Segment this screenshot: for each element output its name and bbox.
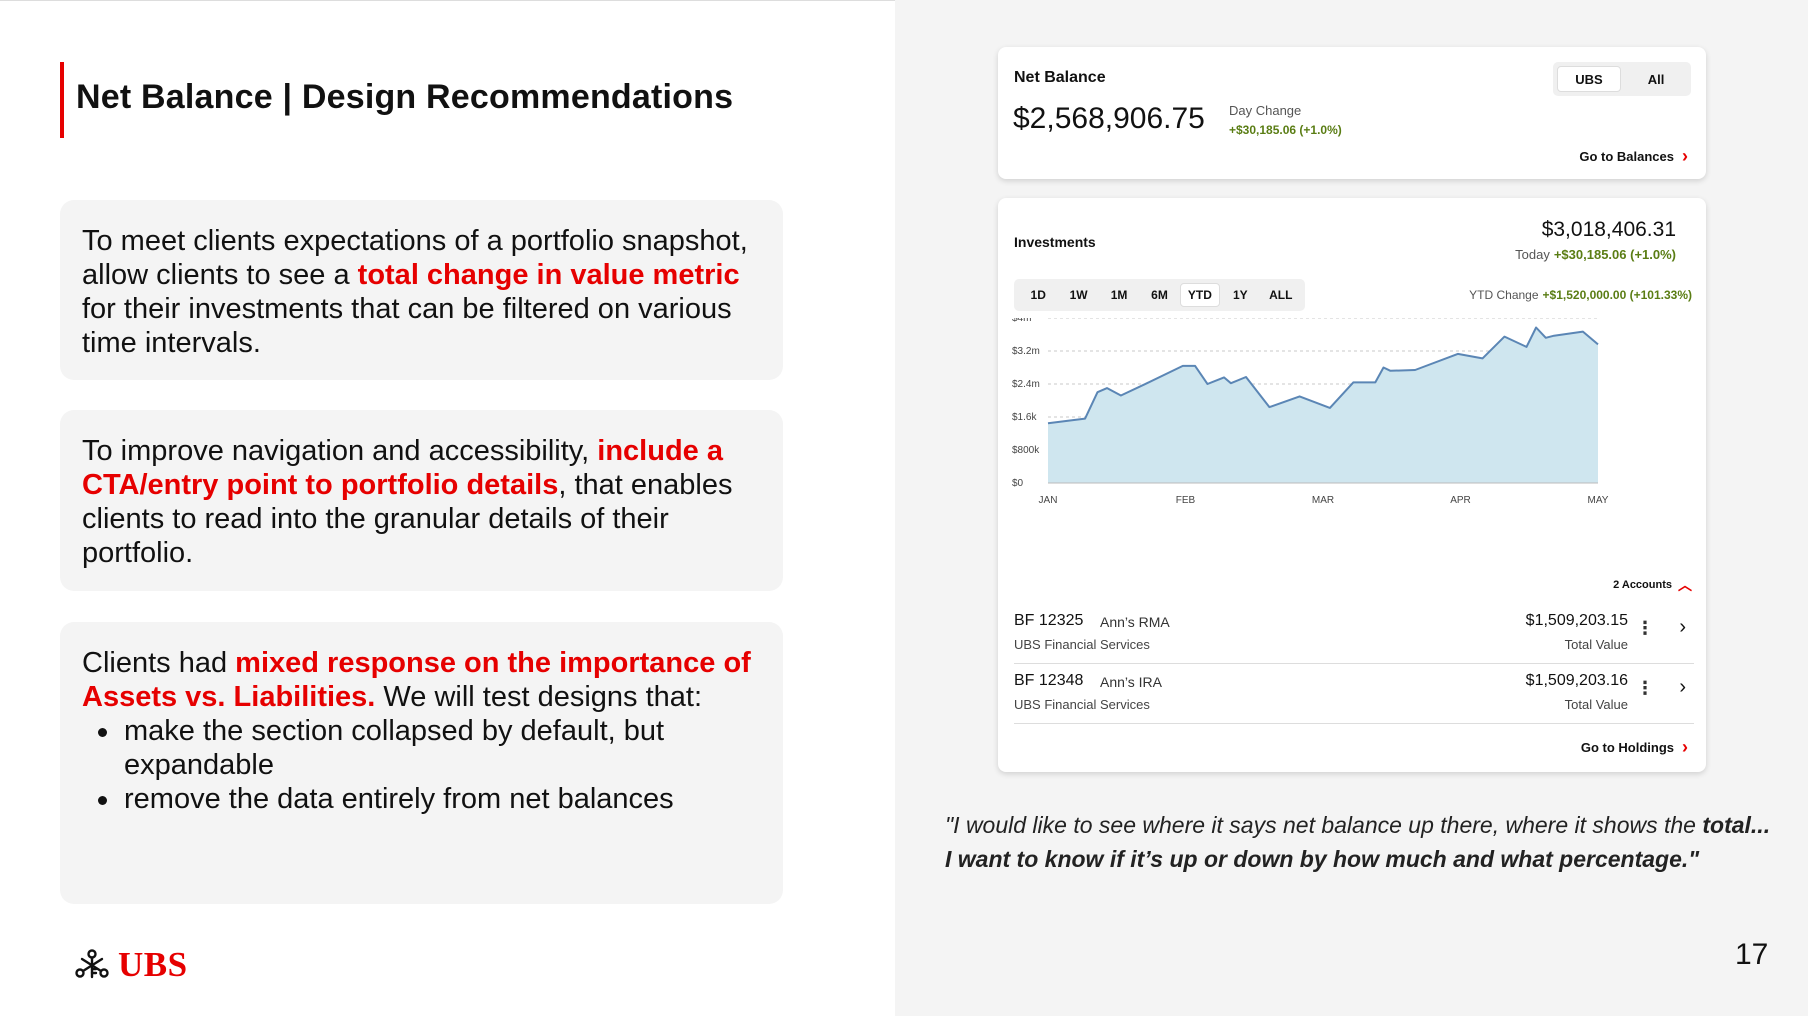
x-tick-label: APR (1450, 495, 1471, 506)
account-firm: UBS Financial Services (1014, 697, 1150, 712)
net-balance-amount: $2,568,906.75 (1013, 102, 1205, 135)
quote-emphasis: total... I want to know if it’s up or do… (945, 812, 1771, 872)
today-change: +$30,185.06 (+1.0%) (1553, 247, 1676, 262)
chevron-right-icon[interactable]: › (1679, 616, 1686, 638)
recommendation-card-3: Clients had mixed response on the import… (60, 622, 783, 904)
y-tick-label: $1.6k (1012, 412, 1037, 423)
range-ytd[interactable]: YTD (1179, 283, 1221, 307)
investments-title: Investments (1014, 234, 1096, 250)
account-id: BF 12348 (1014, 672, 1084, 689)
chevron-right-icon: › (1682, 737, 1688, 757)
y-tick-label: $2.4m (1012, 379, 1040, 390)
account-row[interactable]: BF 12348 Ann’s IRA UBS Financial Service… (1014, 666, 1694, 724)
account-name: Ann’s RMA (1100, 614, 1170, 630)
more-options-icon[interactable]: ⋮ (1636, 618, 1654, 638)
account-firm: UBS Financial Services (1014, 637, 1150, 652)
card-text: Clients had mixed response on the import… (82, 646, 761, 714)
account-row[interactable]: BF 12325 Ann’s RMA UBS Financial Service… (1014, 606, 1694, 664)
today-label: Today (1515, 247, 1550, 262)
card-text: To meet clients expectations of a portfo… (82, 224, 761, 360)
investments-today: Today +$30,185.06 (+1.0%) (1515, 247, 1676, 262)
range-all[interactable]: ALL (1269, 288, 1293, 302)
accounts-toggle-label: 2 Accounts (1613, 579, 1672, 591)
toggle-ubs[interactable]: UBS (1557, 66, 1621, 92)
account-value-label: Total Value (1564, 697, 1628, 712)
card-text-part: To improve navigation and accessibility, (82, 435, 598, 467)
series-line (1047, 326, 1599, 425)
client-quote: "I would like to see where it says net b… (945, 808, 1775, 876)
y-tick-label: $0 (1012, 478, 1024, 489)
x-tick-label: FEB (1176, 495, 1196, 506)
go-to-holdings-label: Go to Holdings (1580, 739, 1674, 755)
range-1w[interactable]: 1W (1069, 288, 1088, 302)
logo-text: UBS (118, 945, 188, 984)
card-highlight: mixed response on the importance of Asse… (82, 647, 751, 713)
bullet-item: make the section collapsed by default, b… (98, 714, 761, 782)
chevron-up-icon: ︿ (1678, 577, 1692, 593)
recommendation-card-2: To improve navigation and accessibility,… (60, 410, 783, 591)
x-tick-label: JAN (1039, 495, 1058, 506)
day-change-value: +$30,185.06 (+1.0%) (1229, 123, 1342, 137)
y-tick-label: $800k (1012, 445, 1040, 456)
accounts-toggle[interactable]: 2 Accounts ︿ (1613, 575, 1692, 595)
title-accent-bar (60, 62, 64, 138)
time-range-selector[interactable]: 1D 1W 1M 6M YTD 1Y ALL (1014, 279, 1305, 311)
card-highlight: total change in value metric (357, 259, 740, 291)
account-value: $1,509,203.15 (1525, 612, 1628, 629)
account-name: Ann’s IRA (1100, 674, 1162, 690)
ubs-keys-icon (75, 949, 109, 979)
ytd-change: YTD Change +$1,520,000.00 (+101.33%) (1469, 288, 1692, 302)
card-text-part: , that enables clients to read into the … (82, 469, 733, 569)
x-tick-label: MAR (1312, 495, 1334, 506)
recommendation-card-1: To meet clients expectations of a portfo… (60, 200, 783, 380)
ytd-label: YTD Change (1469, 288, 1539, 302)
ytd-change-value: +$1,520,000.00 (+101.33%) (1542, 288, 1692, 302)
ubs-logo: UBS (72, 945, 188, 985)
card-text-part: for their investments that can be filter… (82, 293, 732, 359)
go-to-balances-label: Go to Balances (1579, 148, 1674, 164)
chevron-right-icon: › (1682, 146, 1688, 166)
x-tick-label: MAY (1588, 495, 1609, 506)
y-tick-label: $3.2m (1012, 346, 1040, 357)
quote-part: "I would like to see where it says net b… (945, 812, 1703, 838)
card-text-part: Clients had (82, 647, 236, 679)
toggle-all[interactable]: All (1647, 71, 1665, 87)
account-value-label: Total Value (1564, 637, 1628, 652)
y-tick-label: $4m (1012, 318, 1031, 324)
card-text-part: To meet clients expectations of a portfo… (82, 225, 748, 291)
range-1d[interactable]: 1D (1030, 288, 1046, 302)
investments-card: Investments $3,018,406.31 Today +$30,185.… (998, 198, 1706, 772)
slide-title: Net Balance | Design Recommendations (76, 78, 734, 116)
account-scope-toggle[interactable]: UBS All (1553, 62, 1691, 96)
card-text-part: We will test designs that: (375, 681, 703, 713)
go-to-holdings-link[interactable]: Go to Holdings › (1581, 738, 1688, 756)
net-balance-card: Net Balance UBS All $2,568,906.75 Day Ch… (998, 47, 1706, 179)
card-highlight: include a CTA/entry point to portfolio d… (82, 435, 723, 501)
card-text: To improve navigation and accessibility,… (82, 434, 761, 570)
account-id: BF 12325 (1014, 612, 1084, 629)
net-balance-title: Net Balance (1014, 69, 1106, 86)
bullet-list: make the section collapsed by default, b… (98, 714, 761, 816)
day-change-label: Day Change (1229, 103, 1302, 118)
more-options-icon[interactable]: ⋮ (1636, 678, 1654, 698)
range-1y[interactable]: 1Y (1232, 288, 1248, 302)
go-to-balances-link[interactable]: Go to Balances › (1579, 147, 1688, 165)
investments-amount: $3,018,406.31 (1541, 218, 1676, 241)
chevron-right-icon[interactable]: › (1679, 676, 1686, 698)
range-6m[interactable]: 6M (1151, 288, 1168, 302)
range-1m[interactable]: 1M (1110, 288, 1128, 302)
bullet-item: remove the data entirely from net balanc… (98, 782, 761, 816)
account-value: $1,509,203.16 (1525, 672, 1628, 689)
page-number: 17 (1735, 938, 1769, 971)
investments-chart: $0 $800k $1.6k $2.4m $3.2m $4m JAN FEB MAR APR MAY (1012, 318, 1609, 506)
